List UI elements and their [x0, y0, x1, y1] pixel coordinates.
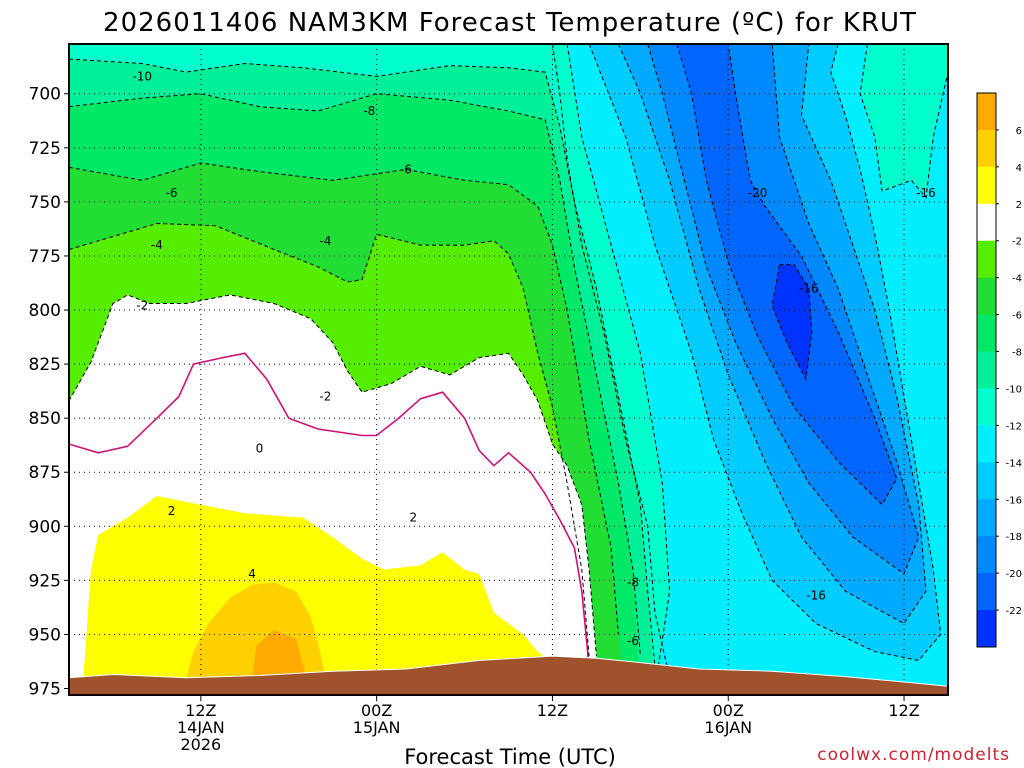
x-tick-label-42-2: 16JAN — [704, 718, 752, 737]
colorbar-label-13: -22 — [1006, 606, 1022, 617]
colorbar-swatch-8 — [977, 388, 996, 426]
colorbar-swatch-14 — [977, 610, 996, 648]
colorbar-frame — [976, 92, 997, 648]
y-tick-label-850: 850 — [29, 409, 61, 429]
x-axis-label: Forecast Time (UTC) — [404, 745, 616, 768]
contour-label-12: -20 — [748, 186, 768, 200]
colorbar-label-10: -16 — [1006, 495, 1022, 506]
contour--16-9 — [859, 44, 948, 199]
x-tick-label-6-1: 12Z — [185, 701, 216, 720]
colorbar-label-5: -6 — [1012, 311, 1022, 322]
colorbar-swatch-12 — [977, 536, 996, 574]
colorbar-label-7: -10 — [1006, 384, 1022, 395]
plot-area: -10-8-6-6-4 -4-2-202 24-20-16-16-16-8-6 — [69, 44, 948, 695]
y-tick-label-825: 825 — [29, 355, 61, 375]
x-tick-label-42-1: 00Z — [713, 701, 744, 720]
y-tick-label-900: 900 — [29, 517, 61, 537]
contour-label-10: 2 — [409, 511, 417, 525]
colorbar-swatch-0 — [977, 93, 996, 131]
colorbar-swatch-3 — [977, 203, 996, 242]
temp-band-6 — [83, 496, 560, 678]
colorbar-label-9: -14 — [1006, 458, 1022, 469]
contour--12-6 — [552, 44, 671, 678]
x-tick-label-18-2: 15JAN — [353, 718, 401, 737]
contour-label-0: -10 — [132, 69, 152, 83]
contour-label-17: -6 — [627, 634, 639, 648]
colorbar-swatch-13 — [977, 573, 996, 611]
contour-label-14: -16 — [916, 186, 936, 200]
contour-0-0 — [69, 352, 590, 667]
colorbar-label-4: -4 — [1012, 274, 1022, 285]
colorbar-label-0: 6 — [1016, 126, 1022, 137]
colorbar-swatch-7 — [977, 351, 996, 389]
contour-label-11: 4 — [248, 567, 256, 581]
contour--18-10 — [617, 44, 927, 625]
contour-label-7: -2 — [319, 390, 331, 404]
colorbar-label-1: 4 — [1016, 163, 1022, 174]
source-credit: coolwx.com/modelts — [817, 745, 1010, 765]
contour-label-15: -16 — [806, 589, 826, 603]
x-tick-label-54-1: 12Z — [888, 701, 919, 720]
colorbar-swatch-5 — [977, 277, 996, 316]
chart-title: 2026011406 NAM3KM Forecast Temperature (… — [103, 8, 917, 38]
x-tick-label-30-1: 12Z — [537, 701, 568, 720]
contour-label-5: -4 — [319, 234, 331, 248]
y-tick-label-750: 750 — [29, 193, 61, 213]
contour-label-8: 0 — [256, 441, 264, 455]
colorbar-label-8: -12 — [1006, 421, 1022, 432]
colorbar-swatch-2 — [977, 166, 996, 205]
colorbar-swatch-6 — [977, 314, 996, 353]
contour-label-1: -8 — [363, 104, 375, 118]
temp-band-8 — [252, 630, 307, 678]
colorbar-swatch-11 — [977, 499, 996, 537]
colorbar-label-3: -2 — [1012, 237, 1022, 248]
x-tick-label-6-3: 2026 — [180, 735, 221, 754]
contour--16-8 — [588, 44, 942, 661]
colorbar-label-12: -20 — [1006, 569, 1022, 580]
y-tick-label-800: 800 — [29, 301, 61, 321]
colorbar-swatch-1 — [977, 129, 996, 168]
x-tick-label-18-1: 00Z — [361, 701, 392, 720]
contour--14-7 — [566, 44, 671, 689]
contour--4-2 — [69, 222, 590, 657]
axes: 70072575077580082585087590092595097512Z1… — [29, 43, 949, 754]
contour-label-4: -4 — [151, 238, 163, 252]
temp-band-14 — [772, 264, 812, 380]
contour-label-16: -8 — [627, 576, 639, 590]
colorbar-swatch-10 — [977, 462, 996, 500]
contour--22-12 — [676, 44, 898, 506]
y-tick-label-975: 975 — [29, 680, 61, 700]
plot-frame — [68, 43, 949, 696]
colorbar-label-6: -8 — [1012, 348, 1022, 359]
colorbar-swatch-4 — [977, 240, 996, 279]
colorbar-swatch-9 — [977, 425, 996, 463]
plot-clip-group: -10-8-6-6-4 -4-2-202 24-20-16-16-16-8-6 — [69, 44, 948, 695]
contour-label-3: -6 — [166, 186, 178, 200]
contour--10-5 — [69, 58, 656, 667]
y-tick-label-875: 875 — [29, 463, 61, 483]
contour--6-3 — [69, 162, 619, 635]
y-tick-label-725: 725 — [29, 139, 61, 159]
colorbar-legend: 6 4 2 -2 -4 -6 -8 -10 -12 -14 -16 -18 -20 -22 — [976, 92, 1022, 648]
y-tick-label-700: 700 — [29, 85, 61, 105]
colorbar-label-11: -18 — [1006, 532, 1022, 543]
y-tick-label-775: 775 — [29, 247, 61, 267]
contour-label-6: -2 — [136, 299, 148, 313]
contour-label-2: -6 — [400, 162, 412, 176]
terrain — [69, 655, 948, 695]
contour--20-11 — [647, 44, 920, 575]
x-tick-label-6-2: 14JAN — [177, 718, 225, 737]
y-tick-label-950: 950 — [29, 625, 61, 645]
contour-label-13: -16 — [799, 281, 819, 295]
contour-label-9: 2 — [168, 504, 176, 518]
y-tick-label-925: 925 — [29, 571, 61, 591]
contour--2-1 — [69, 294, 597, 657]
colorbar-label-2: 2 — [1016, 200, 1022, 211]
